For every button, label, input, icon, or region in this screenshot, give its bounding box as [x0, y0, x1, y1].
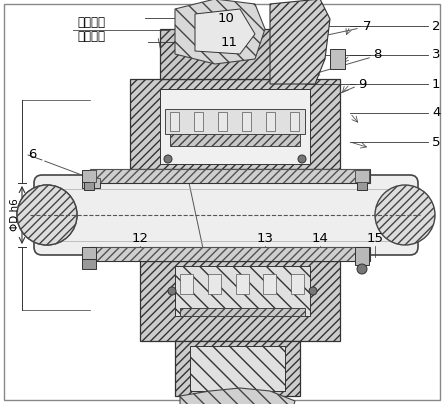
Text: 10: 10: [218, 11, 235, 25]
Text: 1: 1: [432, 78, 440, 90]
Bar: [90, 169, 370, 183]
Text: 2: 2: [432, 19, 440, 32]
Bar: [235, 274, 249, 294]
Polygon shape: [195, 9, 255, 54]
Circle shape: [168, 287, 176, 295]
Circle shape: [375, 185, 435, 245]
Text: 6: 6: [28, 149, 36, 162]
Bar: [170, 134, 300, 146]
Bar: [165, 109, 305, 134]
Bar: [355, 170, 369, 182]
Circle shape: [17, 185, 77, 245]
Bar: [357, 182, 367, 190]
Bar: [242, 112, 251, 131]
Text: 3: 3: [432, 48, 440, 61]
Bar: [170, 112, 179, 131]
Text: 11: 11: [221, 36, 238, 48]
Circle shape: [357, 264, 367, 274]
Bar: [263, 274, 276, 294]
Bar: [190, 346, 285, 391]
Text: 14: 14: [312, 232, 329, 245]
Bar: [82, 259, 96, 269]
Bar: [160, 29, 310, 79]
Bar: [82, 247, 96, 259]
Bar: [82, 170, 96, 182]
Polygon shape: [175, 0, 265, 64]
Bar: [194, 112, 203, 131]
Text: 12: 12: [131, 232, 148, 245]
Bar: [180, 274, 193, 294]
Text: 7: 7: [363, 19, 372, 32]
Text: 泵头蜗壳: 泵头蜗壳: [78, 29, 106, 42]
Bar: [330, 49, 345, 69]
Text: 13: 13: [257, 232, 274, 245]
Bar: [82, 178, 100, 188]
Bar: [218, 112, 227, 131]
Circle shape: [17, 185, 77, 245]
Circle shape: [298, 155, 306, 163]
Text: 15: 15: [366, 232, 384, 245]
Circle shape: [164, 155, 172, 163]
Bar: [90, 247, 370, 261]
Bar: [180, 308, 305, 316]
FancyBboxPatch shape: [34, 175, 418, 255]
Bar: [160, 89, 310, 164]
Bar: [140, 261, 340, 341]
Bar: [290, 112, 299, 131]
Text: ΦD h6: ΦD h6: [10, 199, 20, 231]
Bar: [130, 79, 340, 169]
Text: 8: 8: [373, 48, 381, 61]
Bar: [208, 274, 221, 294]
Bar: [175, 266, 310, 316]
Text: 青鹟材质: 青鹟材质: [78, 17, 106, 29]
Bar: [266, 112, 275, 131]
Text: 9: 9: [358, 78, 366, 90]
Bar: [84, 182, 94, 190]
Circle shape: [309, 287, 317, 295]
Polygon shape: [180, 388, 295, 404]
Bar: [291, 274, 304, 294]
Bar: [355, 247, 369, 265]
Polygon shape: [270, 0, 330, 84]
Text: 5: 5: [432, 135, 440, 149]
Bar: [175, 341, 300, 396]
Text: 4: 4: [432, 107, 440, 120]
